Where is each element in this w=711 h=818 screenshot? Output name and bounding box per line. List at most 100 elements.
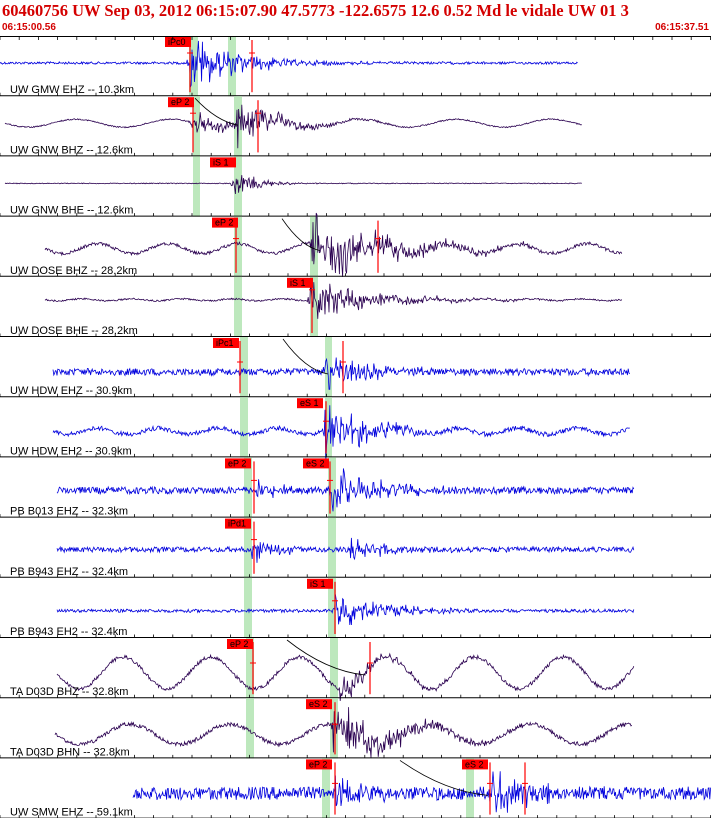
time-end-label: 06:15:37.51 — [655, 22, 709, 33]
pick-box[interactable] — [168, 97, 194, 108]
waveform-trace — [56, 537, 635, 563]
arrival-curve — [281, 218, 321, 251]
arrival-window-shade — [189, 36, 198, 97]
pick-label: iPc0 — [168, 37, 186, 47]
arrival-window-shade — [244, 517, 252, 578]
arrival-window-shade — [193, 156, 200, 217]
station-label: PB B943 EHZ -- 32.4km — [10, 566, 128, 578]
trace-row[interactable]: eP 2 UW DOSE BHZ -- 28.2km — [0, 212, 711, 277]
arrival-curve — [282, 338, 329, 375]
pick-box[interactable] — [212, 217, 238, 228]
header-bar: 60460756 UW Sep 03, 2012 06:15:07.90 47.… — [0, 0, 711, 36]
station-label: TA D03D BHZ -- 32.8km — [10, 686, 128, 698]
pick-box[interactable] — [307, 578, 333, 589]
pick-label: eS 1 — [300, 398, 319, 408]
waveform-trace — [52, 357, 631, 390]
pick-box[interactable] — [165, 37, 191, 47]
waveform-trace — [132, 771, 711, 813]
arrival-window-shade — [244, 577, 252, 638]
arrival-window-shade — [240, 397, 248, 458]
arrival-window-shade — [234, 216, 242, 277]
pick-box[interactable] — [225, 458, 251, 469]
waveform-trace — [56, 652, 635, 701]
waveform-trace — [4, 104, 582, 149]
arrival-window-shade — [328, 577, 336, 638]
waveform-trace — [4, 175, 582, 195]
station-label: UW GNW BHZ -- 12.6km — [10, 144, 133, 156]
arrival-curve — [286, 639, 366, 676]
pick-box[interactable] — [303, 458, 329, 469]
pick-label: iS 1 — [310, 579, 326, 589]
arrival-window-shade — [234, 276, 242, 337]
station-label: UW GNW BHE -- 12.6km — [10, 205, 133, 217]
waveform-trace — [44, 212, 623, 277]
arrival-window-shade — [310, 276, 318, 337]
pick-label: eP 2 — [215, 218, 233, 228]
pick-box[interactable] — [225, 518, 251, 529]
pick-box[interactable] — [297, 398, 323, 409]
trace-row[interactable]: eS 2 TA D03D BHN -- 32.8km — [0, 698, 711, 759]
station-label: TA D03D BHN -- 32.8km — [10, 746, 130, 758]
pick-box[interactable] — [306, 699, 332, 710]
pick-box[interactable] — [227, 639, 253, 649]
pick-label: iS 1 — [290, 278, 306, 288]
arrival-window-shade — [330, 638, 338, 699]
pick-label: eS 2 — [465, 759, 484, 769]
station-label: UW DOSE BHE -- 28.2km — [10, 325, 138, 337]
trace-row[interactable]: iPc0 UW GMW EHZ -- 10.3km — [0, 36, 711, 97]
trace-row[interactable]: iS 1 PB B943 EH2 -- 32.4km — [0, 577, 711, 638]
pick-label: eP 2 — [228, 458, 246, 468]
arrival-curve — [399, 760, 489, 796]
arrival-window-shade — [240, 337, 248, 398]
trace-row[interactable]: eS 1 UW HDW EH2 -- 30.9km — [0, 397, 711, 464]
station-label: UW HDW EHZ -- 30.9km — [10, 385, 132, 397]
trace-row[interactable]: eP 2 UW GNW BHZ -- 12.6km — [0, 96, 711, 157]
pick-label: eP 2 — [171, 97, 189, 107]
pick-label: iS 1 — [213, 157, 229, 167]
waveform-trace — [0, 40, 578, 88]
trace-row[interactable]: iS 1 UW DOSE BHE -- 28.2km — [0, 276, 711, 337]
time-start-label: 06:15:00.56 — [2, 22, 56, 33]
pick-label: iPd1 — [228, 519, 246, 529]
seismogram-panel[interactable]: iPc0 UW GMW EHZ -- 10.3km eP 2 UW GNW BHZ -… — [0, 36, 711, 818]
pick-box[interactable] — [287, 277, 313, 288]
station-label: PB B943 EH2 -- 32.4km — [10, 626, 127, 638]
pick-label: eP 2 — [230, 639, 248, 649]
arrival-window-shade — [322, 758, 330, 818]
pick-label: eS 2 — [306, 458, 325, 468]
station-label: UW GMW EHZ -- 10.3km — [10, 84, 134, 96]
trace-row[interactable]: iPc1 UW HDW EHZ -- 30.9km — [0, 337, 711, 398]
station-label: UW HDW EH2 -- 30.9km — [10, 445, 132, 457]
trace-row[interactable]: eP 2 eS 2 UW SMW EHZ -- 59.1km — [0, 758, 711, 818]
arrival-window-shade — [328, 517, 336, 578]
trace-row[interactable]: iPd1 PB B943 EHZ -- 32.4km — [0, 517, 711, 578]
waveform-trace — [52, 405, 630, 464]
arrival-window-shade — [325, 397, 332, 458]
station-label: UW DOSE BHZ -- 28.2km — [10, 265, 137, 277]
trace-row[interactable]: eP 2 eS 2 PB B013 EHZ -- 32.3km — [0, 457, 711, 518]
pick-box[interactable] — [213, 338, 239, 348]
pick-box[interactable] — [210, 157, 236, 168]
pick-box[interactable] — [306, 759, 332, 770]
pick-label: eS 2 — [309, 699, 328, 709]
waveform-trace — [56, 594, 635, 626]
event-title: 60460756 UW Sep 03, 2012 06:15:07.90 47.… — [2, 1, 629, 20]
pick-label: iPc1 — [216, 338, 234, 348]
arrival-window-shade — [246, 638, 254, 699]
arrival-window-shade — [328, 457, 336, 518]
arrival-window-shade — [246, 698, 254, 759]
arrival-curve — [194, 97, 239, 126]
waveform-trace — [44, 279, 623, 319]
pick-label: eP 2 — [309, 759, 327, 769]
waveform-trace — [56, 468, 635, 512]
arrival-window-shade — [325, 337, 332, 398]
arrival-window-shade — [244, 457, 252, 518]
arrival-window-shade — [310, 216, 318, 277]
waveform-trace — [54, 707, 633, 758]
arrival-window-shade — [466, 758, 474, 818]
pick-box[interactable] — [462, 759, 488, 770]
trace-row[interactable]: iS 1 UW GNW BHE -- 12.6km — [0, 156, 711, 217]
trace-row[interactable]: eP 2 TA D03D BHZ -- 32.8km — [0, 638, 711, 701]
station-label: UW SMW EHZ -- 59.1km — [10, 807, 133, 818]
station-label: PB B013 EHZ -- 32.3km — [10, 506, 128, 518]
